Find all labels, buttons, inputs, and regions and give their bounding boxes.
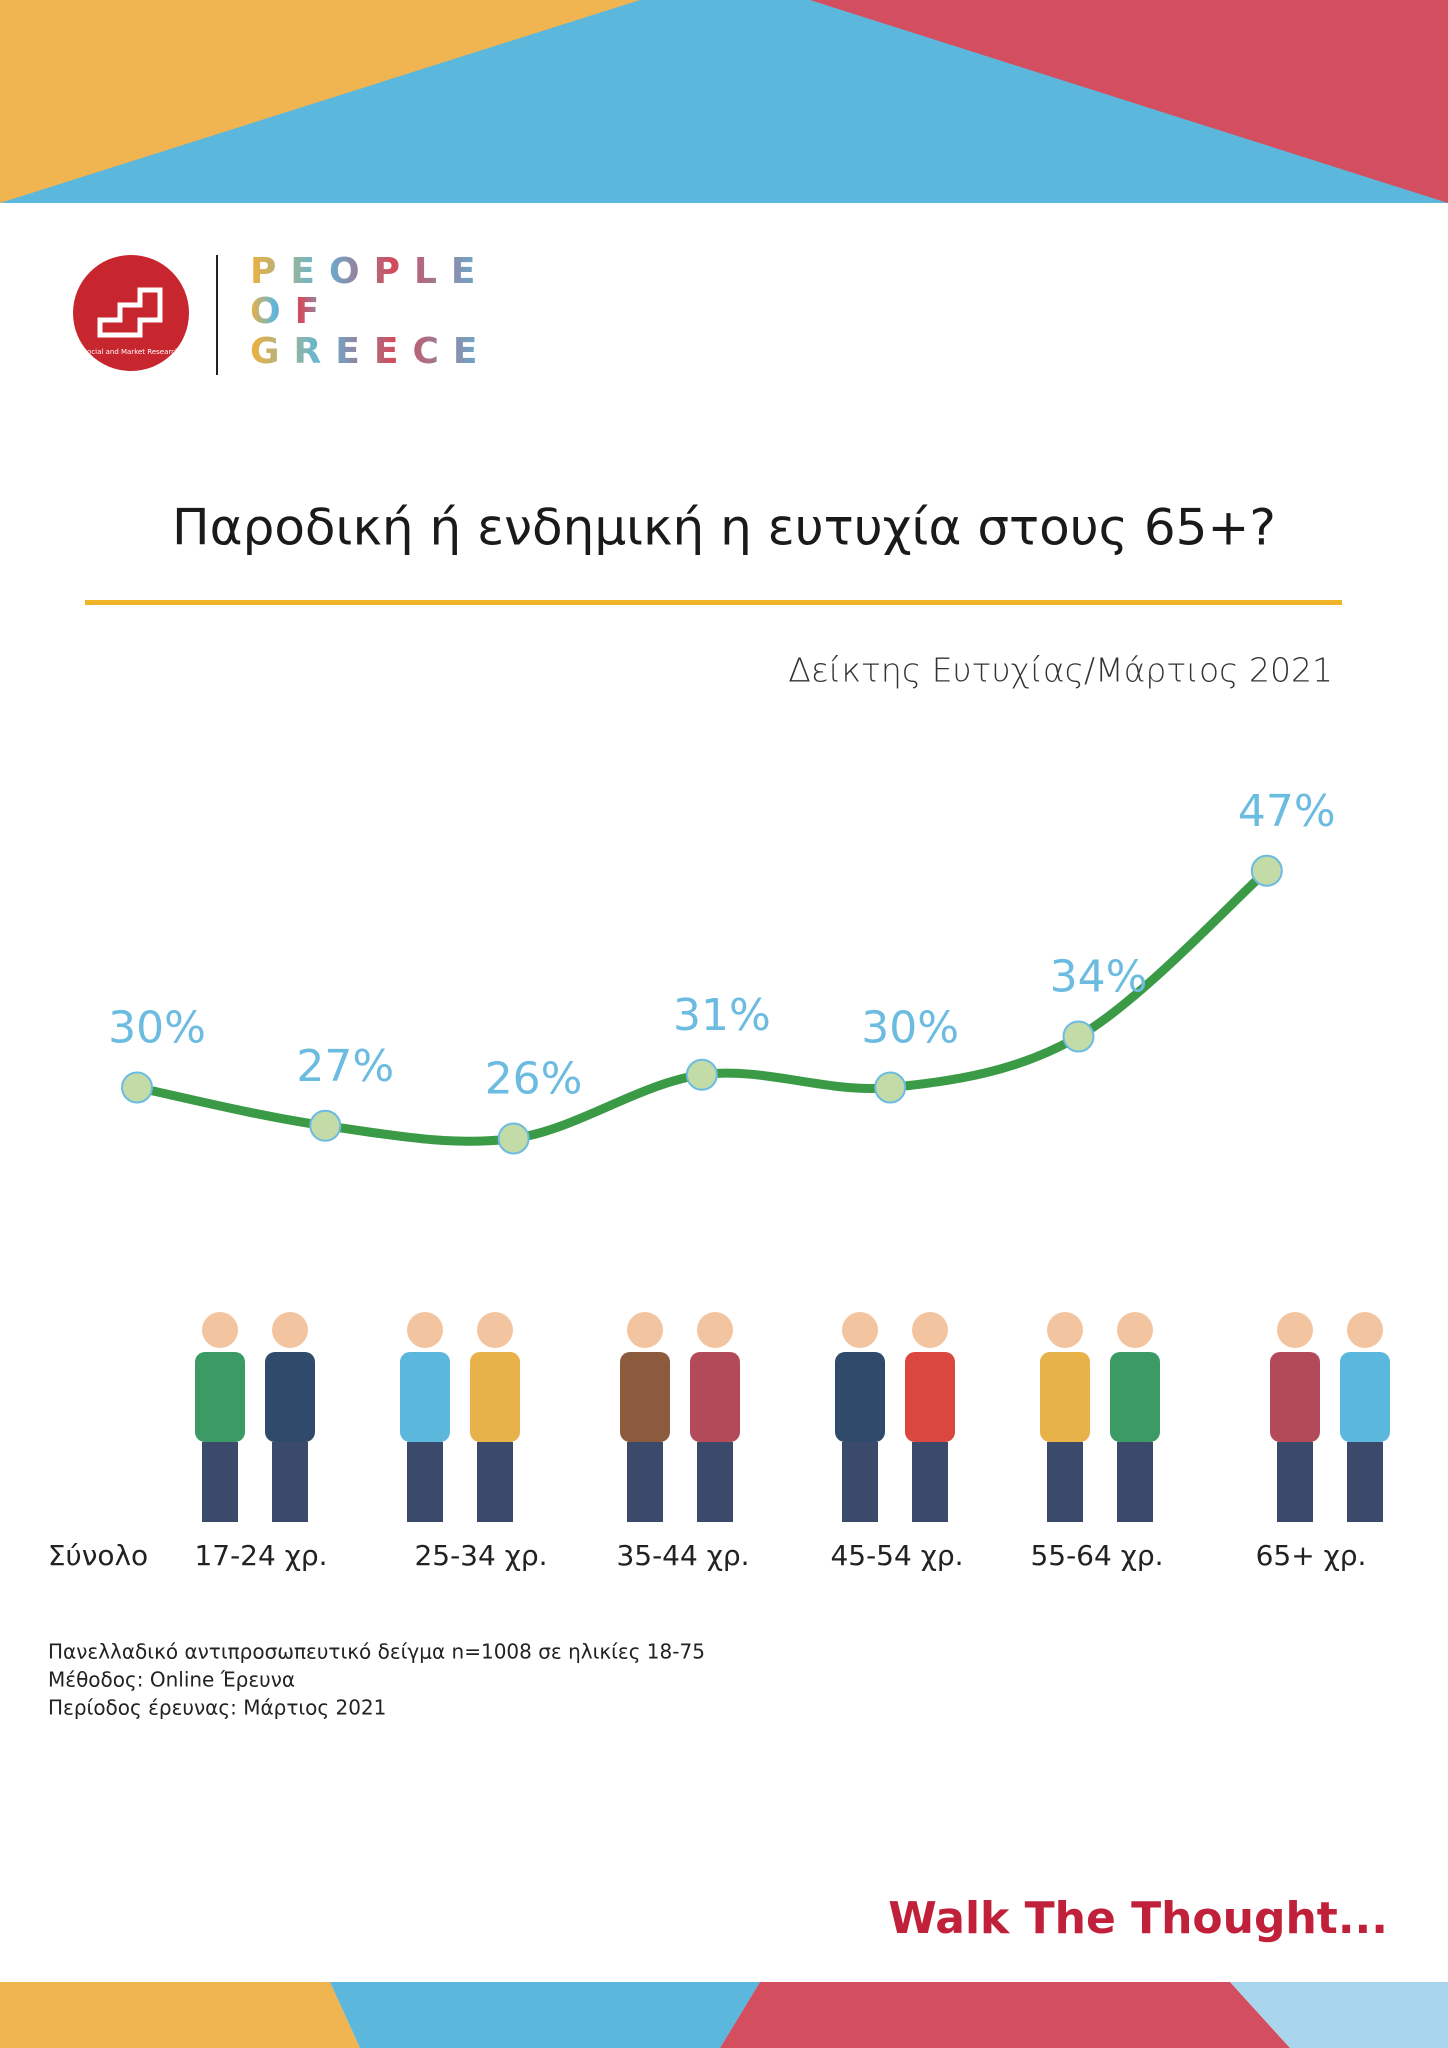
x-tick-label: 55-64 χρ. <box>1030 1539 1163 1572</box>
person-legs <box>627 1442 663 1522</box>
marker <box>1062 1020 1095 1053</box>
person-legs <box>1277 1442 1313 1522</box>
marker <box>1250 854 1283 887</box>
person-legs <box>1117 1442 1153 1522</box>
person-legs <box>202 1442 238 1522</box>
person-body <box>1340 1352 1390 1442</box>
person-head <box>477 1312 513 1348</box>
value-label: 31% <box>673 990 771 1041</box>
person-body <box>620 1352 670 1442</box>
banner-red <box>810 0 1448 203</box>
person-body <box>1110 1352 1160 1442</box>
x-tick-label: Σύνολο <box>48 1539 148 1572</box>
illustrations <box>195 1312 1390 1522</box>
person-head <box>1117 1312 1153 1348</box>
person-head <box>627 1312 663 1348</box>
person-head <box>697 1312 733 1348</box>
marker <box>874 1071 907 1104</box>
person-body <box>265 1352 315 1442</box>
marker <box>497 1122 530 1155</box>
footer-band <box>1230 1982 1448 2048</box>
footer-band <box>720 1982 1290 2048</box>
marker <box>121 1071 153 1104</box>
brand: GREECE <box>250 331 491 372</box>
person-head <box>912 1312 948 1348</box>
person-body <box>470 1352 520 1442</box>
value-label: 27% <box>296 1041 394 1092</box>
person-legs <box>272 1442 308 1522</box>
brand: PEOPLE <box>250 251 490 292</box>
x-tick-label: 17-24 χρ. <box>194 1539 327 1572</box>
person-head <box>407 1312 443 1348</box>
value-label: 30% <box>108 1003 206 1054</box>
x-tick-label: 35-44 χρ. <box>616 1539 749 1572</box>
logo-text: Social and Market Research <box>83 348 180 356</box>
logo <box>73 255 189 371</box>
person-body <box>690 1352 740 1442</box>
marker <box>685 1058 718 1091</box>
value-label: 26% <box>485 1054 583 1105</box>
person-body <box>835 1352 885 1442</box>
value-label: 34% <box>1050 952 1148 1003</box>
person-legs <box>1347 1442 1383 1522</box>
person-body <box>1040 1352 1090 1442</box>
person-body <box>400 1352 450 1442</box>
note: Περίοδος έρευνας: Μάρτιος 2021 <box>48 1696 386 1720</box>
person-legs <box>1047 1442 1083 1522</box>
person-head <box>1347 1312 1383 1348</box>
person-head <box>1047 1312 1083 1348</box>
value-label: 30% <box>861 1003 959 1054</box>
person-head <box>842 1312 878 1348</box>
brand: OF <box>250 291 333 332</box>
person-head <box>272 1312 308 1348</box>
marker <box>309 1109 342 1142</box>
person-head <box>202 1312 238 1348</box>
person-head <box>1277 1312 1313 1348</box>
footer-band <box>0 1982 360 2048</box>
footer-band <box>330 1982 760 2048</box>
person-legs <box>912 1442 948 1522</box>
value-label: 47% <box>1238 786 1336 837</box>
chart-subtitle: Δείκτης Ευτυχίας/Μάρτιος 2021 <box>788 651 1333 690</box>
person-legs <box>477 1442 513 1522</box>
person-legs <box>697 1442 733 1522</box>
note: Πανελλαδικό αντιπροσωπευτικό δείγμα n=10… <box>48 1640 705 1664</box>
chart-title: Παροδική ή ενδημική η ευτυχία στους 65+? <box>172 499 1276 557</box>
banner-orange <box>0 0 640 203</box>
title-rule <box>85 600 1342 605</box>
x-tick-label: 45-54 χρ. <box>830 1539 963 1572</box>
x-tick-label: 25-34 χρ. <box>414 1539 547 1572</box>
slogan: Walk The Thought... <box>888 1893 1388 1944</box>
person-body <box>1270 1352 1320 1442</box>
person-legs <box>407 1442 443 1522</box>
note: Μέθοδος: Online Έρευνα <box>48 1668 295 1692</box>
logo-icon <box>97 287 163 338</box>
person-legs <box>842 1442 878 1522</box>
person-body <box>195 1352 245 1442</box>
x-tick-label: 65+ χρ. <box>1256 1539 1367 1572</box>
person-body <box>905 1352 955 1442</box>
